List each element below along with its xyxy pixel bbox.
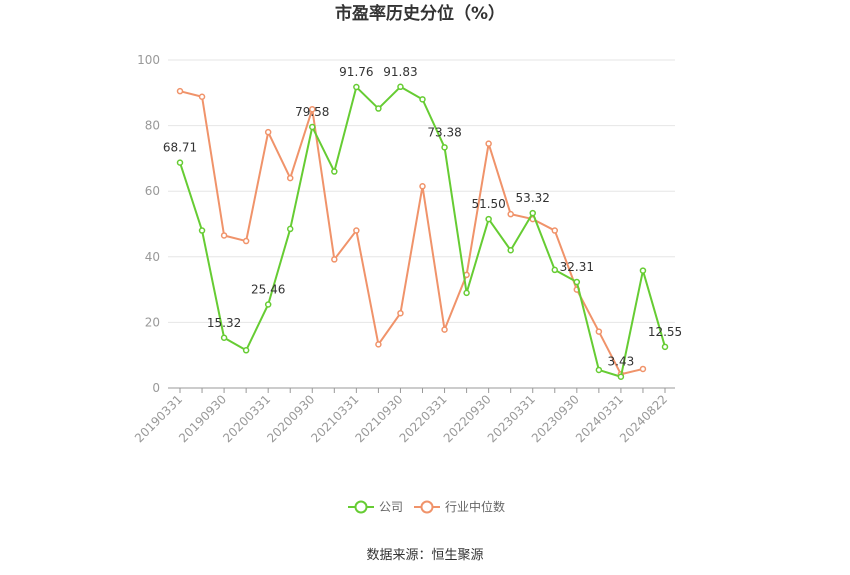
series-1-point-20220930 [485, 140, 492, 147]
series-0-point-20230331 [529, 209, 536, 217]
series-1-point-20231231 [595, 328, 603, 335]
y-tick-label-0: 0 [152, 381, 160, 395]
series-1-point-20200331 [264, 128, 272, 136]
series-0-point-20190331 [176, 159, 184, 166]
data-label-20200930: 79.58 [295, 105, 329, 119]
series-0-point-20200930 [309, 123, 316, 131]
series-1-point-20220331 [441, 326, 448, 333]
series-1-point-20190630 [198, 93, 206, 100]
series-1-point-20201231 [331, 256, 338, 263]
series-0-point-20200331 [264, 301, 272, 308]
data-label-20240331: 3.43 [608, 355, 635, 369]
series-0-point-20221231 [507, 246, 514, 254]
series-1-point-20210930 [397, 309, 404, 317]
series-0-point-20190930 [220, 334, 228, 342]
series-0-point-20210930 [397, 83, 404, 91]
series-0-point-20220930 [485, 215, 492, 223]
series-0-point-20210331 [353, 83, 360, 91]
data-label-20210930: 91.83 [383, 65, 417, 79]
y-axis: 0 20 40 60 80 100 [137, 53, 160, 395]
series-group [176, 83, 669, 380]
legend-label-0: 公司 [379, 500, 403, 514]
series-1-point-20200630 [286, 174, 294, 182]
series-1-point-20210331 [353, 227, 360, 234]
series-1-point-20221231 [507, 210, 514, 218]
data-label-20240822: 12.55 [648, 325, 682, 339]
data-label-20220331: 73.38 [427, 125, 461, 139]
legend-marker-1 [420, 500, 434, 514]
x-tick-label-20240822: 20240822 [617, 392, 670, 445]
y-tick-label-100: 100 [137, 53, 160, 67]
series-0-point-20220630 [463, 289, 470, 297]
series-line-1 [179, 90, 644, 376]
y-tick-label-20: 20 [145, 315, 160, 329]
series-0-point-20190630 [198, 227, 206, 234]
series-0-point-20201231 [331, 168, 338, 175]
series-1-point-20211231 [419, 183, 426, 190]
series-0-point-20240630 [639, 267, 647, 274]
series-1-point-20190331 [176, 87, 184, 95]
series-0-point-20220331 [441, 144, 448, 151]
series-1-point-20240630 [639, 365, 647, 373]
source-note: 数据来源：恒生聚源 [366, 548, 483, 563]
data-label-20230331: 53.32 [516, 191, 550, 205]
data-label-20200331: 25.46 [251, 282, 285, 296]
series-0-point-20230630 [551, 266, 559, 274]
series-0-point-20210630 [375, 105, 382, 112]
y-tick-label-40: 40 [145, 250, 160, 264]
series-1-point-20200930 [309, 105, 316, 113]
legend-marker-0 [354, 500, 368, 514]
data-label-20190930: 15.32 [207, 316, 241, 330]
series-0-point-20230930 [573, 278, 581, 286]
data-label-20210331: 91.76 [339, 65, 373, 79]
x-axis: 2019033120190930202003312020093020210331… [132, 387, 675, 445]
data-labels: 68.71 15.32 25.46 79.58 91.76 91.83 73.38 51.50… [163, 65, 682, 369]
series-0-point-20191231 [242, 347, 250, 354]
series-0-point-20200630 [286, 225, 294, 233]
series-line-0 [179, 85, 666, 378]
legend[interactable]: 公司 行业中位数 [348, 499, 505, 514]
series-0-point-20240822 [661, 343, 669, 351]
series-1-point-20190930 [220, 232, 228, 239]
series-0-point-20240331 [617, 373, 625, 380]
data-label-20190331: 68.71 [163, 141, 197, 155]
y-tick-label-80: 80 [145, 119, 160, 133]
y-tick-label-60: 60 [145, 184, 160, 198]
chart-title: 市盈率历史分位（%） [335, 3, 505, 24]
series-1-point-20230630 [551, 227, 559, 234]
legend-item-1[interactable]: 行业中位数 [414, 499, 505, 514]
legend-label-1: 行业中位数 [445, 499, 505, 514]
series-1-point-20210630 [375, 341, 382, 348]
legend-item-0[interactable]: 公司 [348, 500, 403, 514]
series-0-point-20231231 [595, 366, 603, 374]
series-1-point-20191231 [242, 237, 250, 245]
data-label-20220930: 51.50 [471, 197, 505, 211]
series-0-point-20211231 [419, 96, 426, 103]
data-label-20230930: 32.31 [560, 260, 594, 274]
